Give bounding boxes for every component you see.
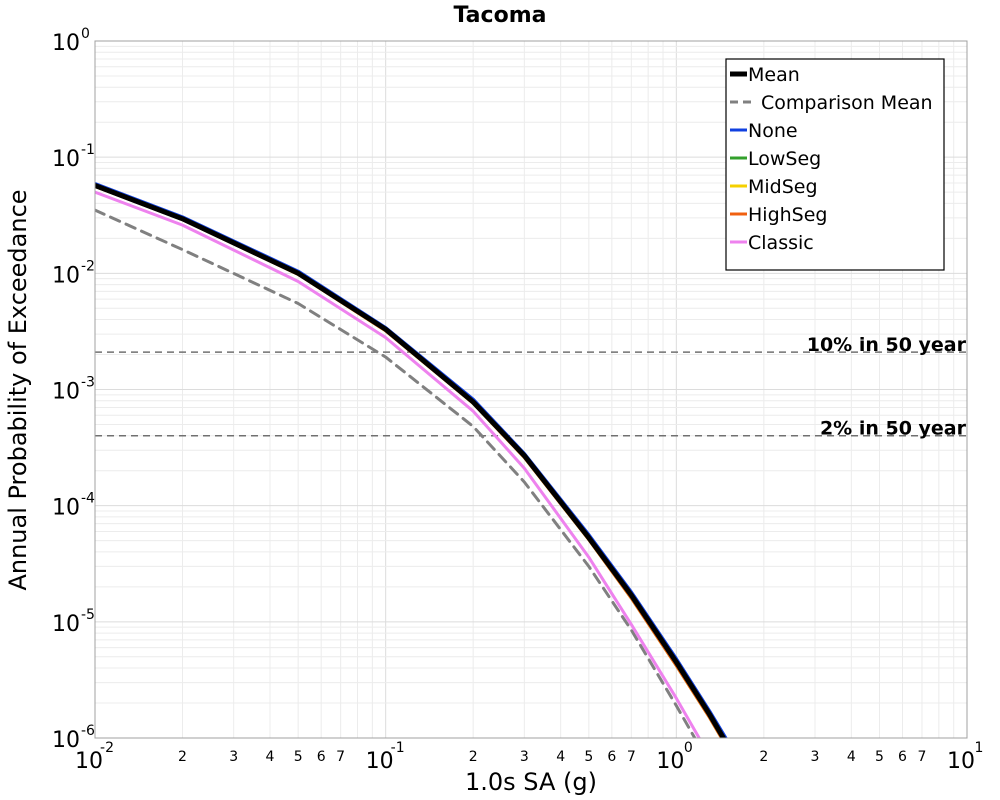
legend-label: Classic (748, 232, 814, 254)
y-tick-exponent: -5 (81, 607, 95, 623)
x-axis-label: 1.0s SA (g) (465, 768, 597, 796)
y-tick-label: 10 (52, 263, 80, 288)
x-minor-tick-label: 3 (229, 749, 238, 765)
series-line-comparison-mean (95, 208, 697, 738)
y-tick-label: 10 (52, 496, 80, 521)
y-tick-exponent: -4 (81, 491, 95, 507)
y-tick-exponent: -6 (81, 723, 95, 739)
x-tick-label: 10 (366, 749, 394, 774)
y-tick-label: 10 (52, 31, 80, 56)
series-line-mean (95, 183, 727, 738)
y-tick-label: 10 (52, 612, 80, 637)
x-tick-label: 10 (656, 749, 684, 774)
legend-label: LowSeg (748, 148, 821, 170)
x-minor-tick-label: 4 (847, 749, 856, 765)
legend-label: HighSeg (748, 204, 827, 226)
x-minor-tick-label: 4 (556, 749, 565, 765)
x-minor-tick-label: 7 (627, 749, 636, 765)
chart-title: Tacoma (454, 3, 547, 28)
x-tick-exponent: -2 (100, 740, 114, 756)
y-tick-exponent: -3 (81, 375, 95, 391)
x-minor-tick-label: 6 (317, 749, 326, 765)
reference-line-label: 2% in 50 year (820, 418, 967, 440)
x-minor-tick-label: 3 (811, 749, 820, 765)
x-minor-tick-label: 3 (520, 749, 529, 765)
y-tick-exponent: -2 (81, 258, 95, 274)
y-tick-exponent: 0 (81, 26, 90, 42)
x-minor-tick-label: 5 (875, 749, 884, 765)
y-tick-exponent: -1 (81, 142, 95, 158)
x-tick-label: 10 (947, 749, 975, 774)
series-line-none (95, 182, 728, 738)
x-minor-tick-label: 6 (898, 749, 907, 765)
y-tick-label: 10 (52, 728, 80, 753)
legend-label: MidSeg (748, 176, 818, 198)
x-tick-exponent: -1 (391, 740, 405, 756)
legend-label: None (748, 120, 798, 142)
x-minor-tick-label: 5 (294, 749, 303, 765)
x-minor-tick-label: 2 (759, 749, 768, 765)
x-minor-tick-label: 5 (584, 749, 593, 765)
legend-box (725, 58, 945, 271)
y-axis-label: Annual Probability of Exceedance (4, 189, 32, 590)
x-minor-tick-label: 7 (336, 749, 345, 765)
x-tick-label: 10 (75, 749, 103, 774)
x-minor-tick-label: 4 (266, 749, 275, 765)
plot-area-frame (94, 40, 968, 739)
x-tick-exponent: 1 (975, 740, 984, 756)
series-line-classic (95, 190, 701, 738)
reference-lines: 10% in 50 year 2% in 50 year (95, 334, 967, 440)
x-minor-tick-label: 7 (918, 749, 927, 765)
y-tick-label: 10 (52, 147, 80, 172)
legend: Mean Comparison Mean None LowSeg MidSeg HighS… (725, 58, 945, 271)
legend-label: Comparison Mean (761, 92, 933, 114)
series-line-midseg (95, 184, 724, 738)
x-tick-exponent: 0 (684, 740, 693, 756)
y-tick-label: 10 (52, 380, 80, 405)
grid (94, 41, 967, 739)
series-line-highseg (95, 184, 724, 738)
reference-line-label: 10% in 50 year (807, 334, 967, 356)
series-lines (95, 182, 728, 738)
legend-label: Mean (748, 64, 800, 86)
series-line-lowseg (95, 184, 724, 738)
x-minor-tick-label: 2 (469, 749, 478, 765)
x-minor-tick-label: 2 (178, 749, 187, 765)
x-minor-tick-label: 6 (607, 749, 616, 765)
